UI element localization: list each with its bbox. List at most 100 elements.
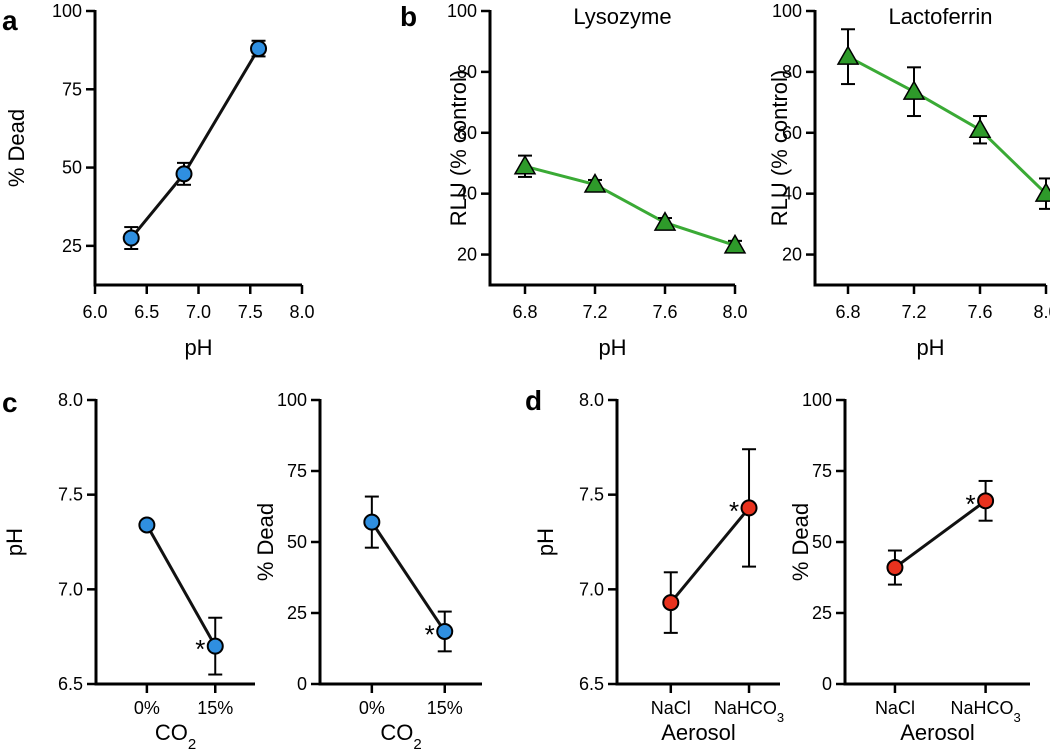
x-tick-label: 6.8: [512, 302, 537, 322]
x-tick-label: NaCl: [875, 698, 915, 718]
data-point: [723, 233, 747, 254]
panel-label-b: b: [400, 1, 417, 32]
data-point: [363, 513, 381, 531]
x-tick-label: 15%: [197, 698, 233, 718]
y-tick-label: 20: [782, 245, 802, 265]
y-tick-label: 0: [822, 674, 832, 694]
y-axis-label: pH: [2, 528, 27, 556]
y-tick-label: 60: [457, 123, 477, 143]
significance-star: *: [425, 619, 435, 649]
x-axis-label: CO2: [380, 720, 421, 749]
y-tick-label: 6.5: [579, 674, 604, 694]
chart-c2: 0 25 50 75 100 0% 15% CO2 % Dead *: [253, 390, 482, 749]
x-tick-label: 0%: [359, 698, 385, 718]
chart-title: Lactoferrin: [889, 4, 993, 29]
significance-star: *: [195, 634, 205, 664]
series-line: [847, 55, 1048, 195]
x-axis-label: CO2: [155, 720, 196, 749]
x-tick-label: 6.0: [82, 302, 107, 322]
x-tick-label: 8.0: [289, 302, 314, 322]
y-tick-label: 8.0: [579, 390, 604, 410]
y-tick-label: 100: [802, 390, 832, 410]
panel-label-c: c: [2, 387, 18, 418]
y-axis-label: % Dead: [253, 503, 278, 581]
data-point: [138, 516, 156, 534]
y-tick-label: 100: [52, 1, 82, 21]
y-tick-label: 8.0: [58, 390, 83, 410]
y-tick-label: 50: [812, 532, 832, 552]
y-tick-label: 80: [782, 62, 802, 82]
data-point: [583, 173, 607, 193]
y-tick-label: 20: [457, 245, 477, 265]
y-axis-label: % Dead: [788, 503, 813, 581]
data-point: [206, 637, 224, 655]
significance-star: *: [966, 489, 976, 519]
data-point: [977, 492, 995, 510]
y-tick-label: 7.0: [58, 579, 83, 599]
series-line: [669, 506, 751, 604]
y-tick-label: 25: [62, 236, 82, 256]
series-line: [370, 521, 446, 633]
x-axis-label: Aerosol: [661, 720, 736, 745]
x-axis-label-subscript: 2: [188, 736, 196, 749]
data-point: [653, 211, 677, 231]
data-point: [1034, 182, 1050, 202]
y-axis-label: RLU (% control): [446, 70, 471, 226]
x-tick-label: NaCl: [651, 698, 691, 718]
data-point: [662, 594, 680, 612]
data-point: [886, 559, 904, 577]
data-point: [122, 229, 140, 247]
significance-star: *: [729, 496, 739, 526]
y-tick-label: 40: [457, 184, 477, 204]
panel-label-d: d: [525, 385, 542, 416]
data-point: [436, 622, 454, 640]
x-tick-label: 7.0: [186, 302, 211, 322]
y-tick-label: 80: [457, 62, 477, 82]
series-line: [524, 164, 736, 247]
x-axis-label: pH: [916, 335, 944, 360]
data-point: [968, 118, 992, 138]
chart-b1: 20 40 60 80 100 6.8 7.2 7.6 8.0 pH RLU (% control)…: [446, 1, 748, 360]
data-point: [836, 45, 860, 65]
x-axis-label-subscript: 2: [413, 736, 421, 749]
y-tick-label: 100: [447, 1, 477, 21]
x-tick-label: 0%: [134, 698, 160, 718]
series-line: [130, 47, 260, 239]
x-tick-label: 8.0: [1033, 302, 1050, 322]
y-tick-label: 75: [812, 461, 832, 481]
y-axis-label: pH: [533, 528, 558, 556]
data-point: [250, 40, 268, 58]
y-tick-label: 75: [287, 461, 307, 481]
series-line: [894, 499, 987, 569]
y-tick-label: 7.5: [579, 485, 604, 505]
y-tick-label: 60: [782, 123, 802, 143]
y-tick-label: 6.5: [58, 674, 83, 694]
y-tick-label: 25: [287, 603, 307, 623]
x-tick-label-subscript: 3: [1013, 710, 1020, 725]
y-tick-label: 40: [782, 184, 802, 204]
y-tick-label: 25: [812, 603, 832, 623]
y-axis-label: RLU (% control): [767, 70, 792, 226]
y-tick-label: 50: [62, 158, 82, 178]
data-point: [740, 499, 758, 517]
x-tick-label: 6.5: [134, 302, 159, 322]
x-axis-label: pH: [598, 335, 626, 360]
x-tick-label: 6.8: [835, 302, 860, 322]
x-tick-label: 7.2: [582, 302, 607, 322]
x-tick-label: 7.2: [901, 302, 926, 322]
x-tick-label: 7.5: [238, 302, 263, 322]
x-tick-label-subscript: 3: [777, 710, 784, 725]
y-tick-label: 100: [277, 390, 307, 410]
data-point: [513, 154, 537, 175]
y-tick-label: 50: [287, 532, 307, 552]
x-axis-label: pH: [184, 335, 212, 360]
chart-a: 25 50 75 100 6.0 6.5 7.0 7.5 8.0 pH % Dead: [4, 1, 315, 360]
data-point: [175, 165, 193, 183]
x-axis-label: Aerosol: [900, 720, 975, 745]
chart-c1: 6.5 7.0 7.5 8.0 0% 15%CO2 pH *: [2, 390, 255, 749]
x-tick-label: 7.6: [967, 302, 992, 322]
y-tick-label: 100: [772, 1, 802, 21]
data-point: [902, 80, 926, 100]
